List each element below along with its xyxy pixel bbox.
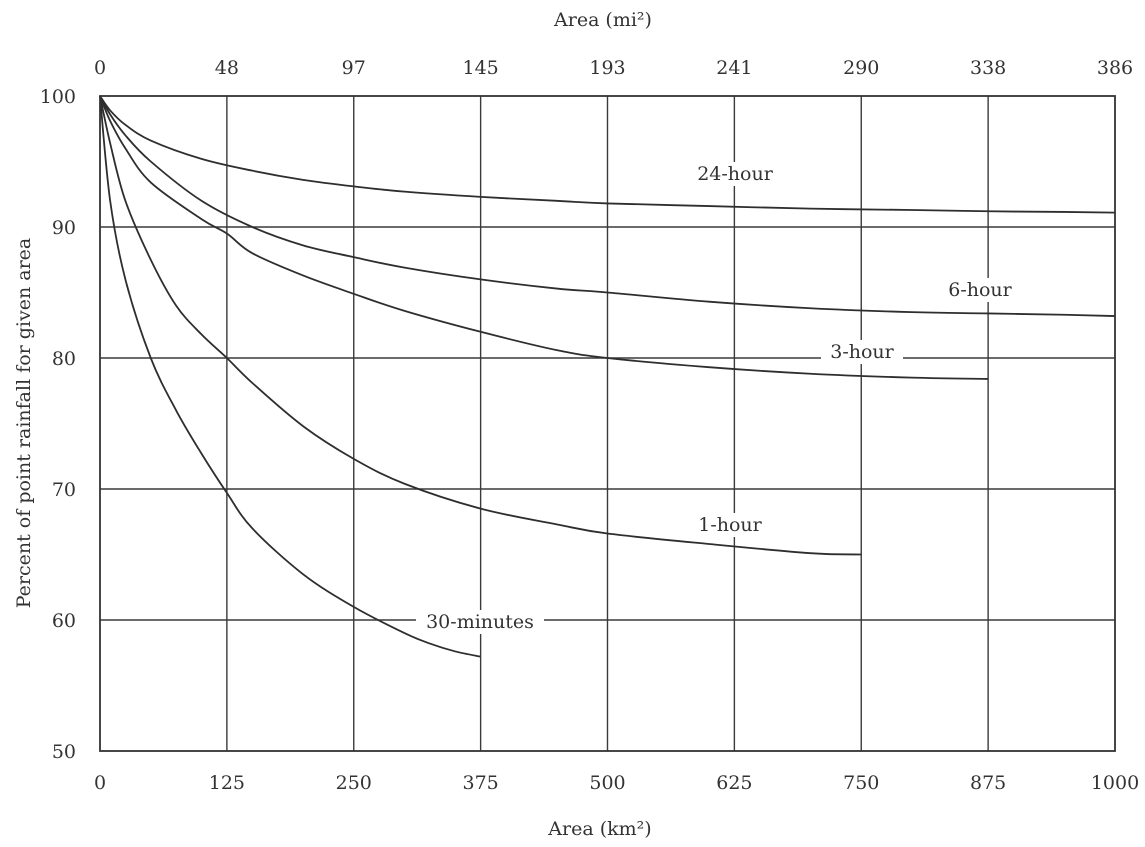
- x-tick-label: 125: [209, 772, 245, 794]
- series-label: 6-hour: [948, 279, 1012, 301]
- x-tick-label: 375: [462, 772, 498, 794]
- series-line-3-hour: [99, 95, 989, 380]
- x-tick-label: 250: [336, 772, 372, 794]
- x2-tick-label: 193: [589, 57, 625, 79]
- x-tick-label: 1000: [1091, 772, 1139, 794]
- x-tick-label: 875: [970, 772, 1006, 794]
- x-axis-title: Area (km²): [547, 818, 651, 840]
- y-tick-label: 90: [52, 217, 76, 239]
- x2-tick-label: 290: [843, 57, 879, 79]
- series-label-background: [939, 278, 1021, 302]
- x-tick-label: 625: [716, 772, 752, 794]
- plot-border: [99, 95, 1116, 752]
- series-line-6-hour: [99, 95, 1116, 317]
- x-tick-label: 750: [843, 772, 879, 794]
- x2-tick-label: 48: [215, 57, 239, 79]
- series-label-background: [416, 610, 544, 634]
- y-tick-label: 50: [52, 741, 76, 763]
- grid: [100, 96, 1115, 751]
- series-line-30-minutes: [99, 95, 481, 658]
- series-line-1-hour: [99, 95, 862, 556]
- x2-tick-label: 0: [94, 57, 106, 79]
- x2-tick-label: 97: [342, 57, 366, 79]
- y-tick-label: 80: [52, 348, 76, 370]
- series-line-24-hour: [99, 95, 1116, 214]
- series-label: 30-minutes: [426, 611, 534, 633]
- series-label: 24-hour: [697, 163, 774, 185]
- tick-labels: 0 0 125 48 250 97 375 145 500 193 625 241 750 290 875 3…: [40, 57, 1139, 794]
- series-label: 3-hour: [830, 341, 894, 363]
- x2-tick-label: 241: [716, 57, 752, 79]
- series-label-background: [692, 513, 768, 537]
- x2-tick-label: 386: [1097, 57, 1133, 79]
- series-label-background: [686, 162, 784, 186]
- series-curves: [99, 95, 1116, 658]
- x2-tick-label: 145: [462, 57, 498, 79]
- x2-axis-title: Area (mi²): [553, 9, 652, 31]
- x-tick-label: 0: [94, 772, 106, 794]
- y-tick-label: 60: [52, 610, 76, 632]
- series-label-background: [821, 340, 903, 364]
- series-label: 1-hour: [698, 514, 762, 536]
- series-labels: 24-hour 6-hour 3-hour 1-hour 30-minutes: [416, 162, 1021, 634]
- plot-frame: [99, 95, 1116, 752]
- x-tick-label: 500: [589, 772, 625, 794]
- y-tick-label: 70: [52, 479, 76, 501]
- y-axis-title: Percent of point rainfall for given area: [13, 238, 35, 609]
- y-tick-label: 100: [40, 86, 76, 108]
- x2-tick-label: 338: [970, 57, 1006, 79]
